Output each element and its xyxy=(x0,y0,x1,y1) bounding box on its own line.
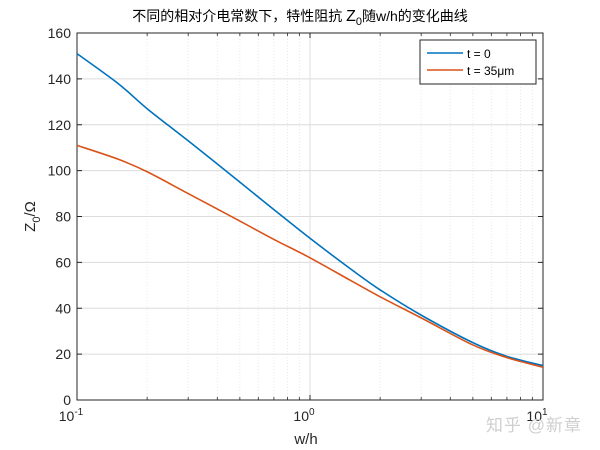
title-prefix: 不同的相对介电常数下，特性阻抗 xyxy=(132,8,347,24)
svg-text:40: 40 xyxy=(55,300,71,316)
axis-ticks xyxy=(76,32,544,401)
svg-text:w/h: w/h xyxy=(293,431,317,448)
svg-text:60: 60 xyxy=(55,254,71,270)
series-line xyxy=(76,144,544,368)
legend-label: t = 0 xyxy=(467,47,491,61)
legend-box xyxy=(419,39,537,85)
svg-text:Z0/Ω: Z0/Ω xyxy=(22,201,43,232)
svg-text:100: 100 xyxy=(293,407,315,424)
data-lines xyxy=(76,52,544,368)
chart-title: 不同的相对介电常数下，特性阻抗 Z0随w/h的变化曲线 xyxy=(0,6,600,28)
title-symbol: Z xyxy=(346,8,356,25)
svg-text:10-1: 10-1 xyxy=(59,407,84,424)
svg-text:100: 100 xyxy=(48,163,72,179)
svg-text:0: 0 xyxy=(63,392,71,408)
series-line xyxy=(76,52,544,367)
legend-label: t = 35μm xyxy=(467,64,514,78)
svg-text:140: 140 xyxy=(48,71,72,87)
title-suffix: 随w/h的变化曲线 xyxy=(362,8,468,24)
watermark: 知乎 @新章 xyxy=(486,416,582,435)
svg-text:80: 80 xyxy=(55,209,71,225)
svg-text:20: 20 xyxy=(55,346,71,362)
svg-text:160: 160 xyxy=(48,25,72,41)
title-subscript: 0 xyxy=(355,15,362,28)
svg-text:120: 120 xyxy=(48,117,72,133)
legend: t = 0 t = 35μm xyxy=(419,39,537,85)
